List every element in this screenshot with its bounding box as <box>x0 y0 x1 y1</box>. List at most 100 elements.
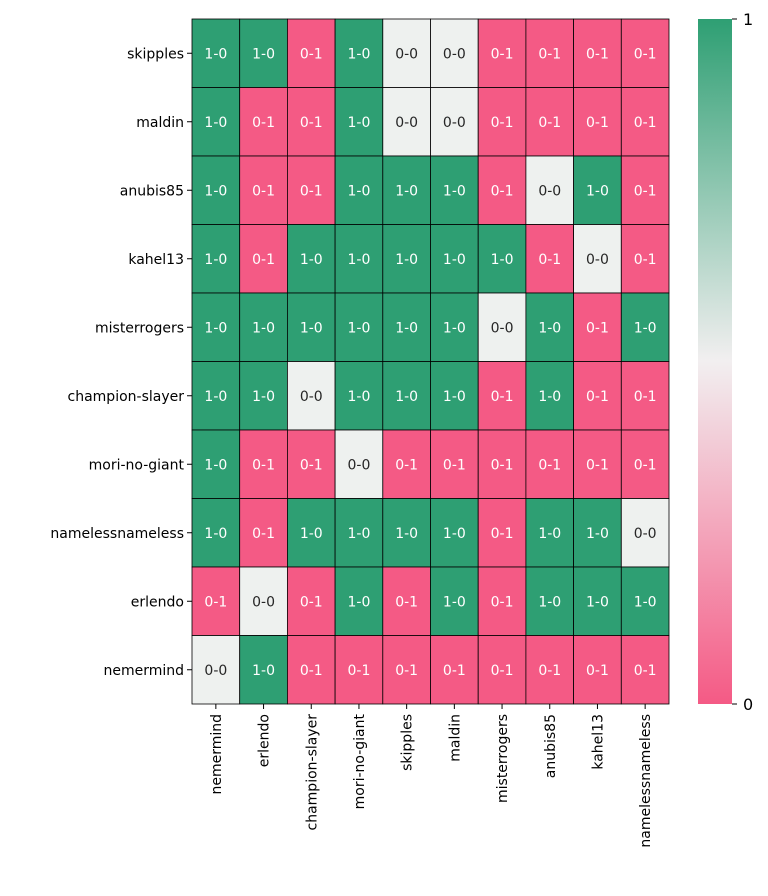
cell-annotation: 0-0 <box>300 389 323 405</box>
heatmap-cell <box>334 635 384 705</box>
cell-annotation: 1-0 <box>300 252 323 268</box>
column-label: anubis85 <box>543 714 559 778</box>
row-label: misterrogers <box>95 320 184 336</box>
cell-annotation: 1-0 <box>395 389 418 405</box>
cell-annotation: 1-0 <box>348 526 371 542</box>
heatmap-cell <box>334 429 384 499</box>
colorbar-tick-min: 0 <box>743 695 753 714</box>
heatmap-cell <box>620 87 670 157</box>
cell-annotation: 0-1 <box>586 663 609 679</box>
cell-annotation: 1-0 <box>204 389 227 405</box>
cell-annotation: 0-1 <box>395 594 418 610</box>
heatmap-cell <box>620 155 670 225</box>
heatmap-cell <box>477 566 527 636</box>
cell-annotation: 1-0 <box>491 252 514 268</box>
cell-annotation: 1-0 <box>586 526 609 542</box>
cell-annotation: 0-0 <box>395 115 418 131</box>
cell-annotation: 1-0 <box>443 594 466 610</box>
cell-annotation: 1-0 <box>252 663 275 679</box>
cell-annotation: 1-0 <box>300 526 323 542</box>
column-label: namelessnameless <box>638 714 654 848</box>
heatmap-cell <box>286 361 336 431</box>
cell-annotation: 1-0 <box>634 320 657 336</box>
row-label: kahel13 <box>128 252 184 268</box>
cell-annotation: 1-0 <box>443 389 466 405</box>
cell-annotation: 0-0 <box>443 115 466 131</box>
heatmap-cell <box>286 498 336 568</box>
cell-annotation: 0-1 <box>491 46 514 62</box>
cell-annotation: 0-1 <box>634 663 657 679</box>
heatmap-cell <box>477 292 527 362</box>
heatmap-cell <box>620 429 670 499</box>
cell-annotation: 0-1 <box>634 46 657 62</box>
heatmap-cell <box>620 635 670 705</box>
heatmap-cell <box>573 361 622 431</box>
heatmap-cell <box>573 429 622 499</box>
heatmap-cell <box>573 635 622 705</box>
colorbar-tick-max: 1 <box>743 10 753 29</box>
heatmap-cell <box>286 155 336 225</box>
cell-annotation: 1-0 <box>395 526 418 542</box>
heatmap-cell <box>430 18 479 88</box>
heatmap-cell <box>525 155 575 225</box>
cell-annotation: 1-0 <box>443 183 466 199</box>
cell-annotation: 0-1 <box>538 46 561 62</box>
row-label: champion-slayer <box>68 389 185 405</box>
cell-annotation: 0-1 <box>300 115 323 131</box>
cell-annotation: 0-1 <box>538 252 561 268</box>
cell-annotation: 0-1 <box>252 526 275 542</box>
cell-annotation: 1-0 <box>204 526 227 542</box>
cell-annotation: 0-0 <box>395 46 418 62</box>
cell-annotation: 1-0 <box>348 46 371 62</box>
cell-annotation: 0-1 <box>634 389 657 405</box>
heatmap-cell <box>430 87 479 157</box>
heatmap-cell <box>239 635 288 705</box>
heatmap-cell <box>239 87 288 157</box>
cell-annotation: 1-0 <box>395 320 418 336</box>
cell-annotation: 0-1 <box>491 389 514 405</box>
row-label: nemermind <box>103 663 184 679</box>
row-label: mori-no-giant <box>89 457 185 473</box>
cell-annotation: 1-0 <box>538 526 561 542</box>
row-label: maldin <box>136 115 184 131</box>
cell-annotation: 0-1 <box>586 389 609 405</box>
cell-annotation: 0-1 <box>252 252 275 268</box>
heatmap-cell <box>620 498 670 568</box>
heatmap-cell <box>620 292 670 362</box>
heatmap-cell <box>239 292 288 362</box>
heatmap-cell <box>430 498 479 568</box>
heatmap-cell <box>334 18 384 88</box>
heatmap-cell <box>573 87 622 157</box>
cell-annotation: 1-0 <box>395 183 418 199</box>
cell-annotation: 1-0 <box>204 46 227 62</box>
cell-annotation: 0-1 <box>634 115 657 131</box>
cell-annotation: 0-1 <box>586 46 609 62</box>
column-label: nemermind <box>209 714 225 795</box>
heatmap-cell <box>286 18 336 88</box>
heatmap-cell <box>382 635 431 705</box>
cell-annotation: 0-1 <box>395 457 418 473</box>
heatmap-cell <box>620 18 670 88</box>
heatmap-cell <box>573 498 622 568</box>
column-labels: nemermind erlendo champion-slayer mori-no-g… <box>209 704 654 848</box>
cell-annotation: 0-1 <box>538 115 561 131</box>
column-label: skipples <box>400 714 416 771</box>
heatmap-cell <box>430 635 479 705</box>
cell-annotation: 0-1 <box>300 46 323 62</box>
row-label: namelessnameless <box>50 526 184 542</box>
cell-annotation: 1-0 <box>586 594 609 610</box>
heatmap-cell <box>382 498 431 568</box>
heatmap-cell <box>191 635 241 705</box>
cell-annotation: 1-0 <box>538 320 561 336</box>
cell-annotation: 0-0 <box>348 457 371 473</box>
cell-annotation: 1-0 <box>634 594 657 610</box>
cell-annotation: 1-0 <box>348 252 371 268</box>
heatmap-cell <box>430 224 479 294</box>
row-label: anubis85 <box>120 183 184 199</box>
cell-annotation: 1-0 <box>586 183 609 199</box>
heatmap-cell <box>573 155 622 225</box>
heatmap-cell <box>525 498 575 568</box>
cell-annotation: 0-1 <box>491 183 514 199</box>
heatmap-cell <box>382 292 431 362</box>
cell-annotation: 1-0 <box>348 115 371 131</box>
